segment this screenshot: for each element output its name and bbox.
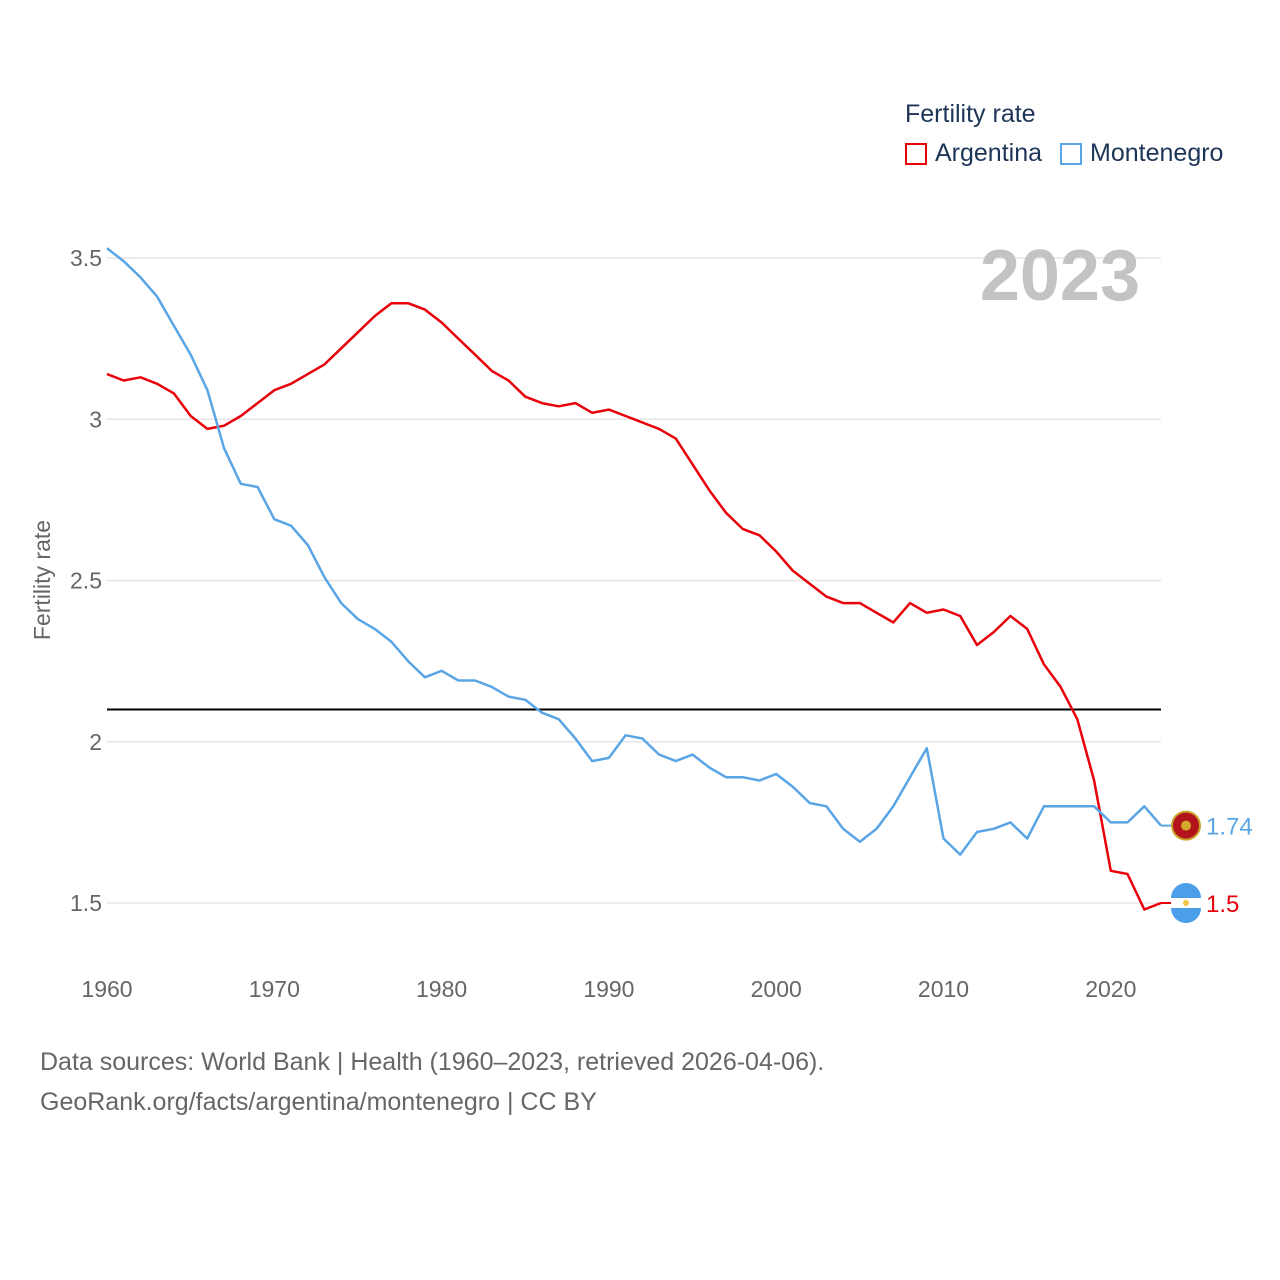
legend-swatch-montenegro [1060,142,1083,165]
x-tick-label: 2020 [1085,976,1136,1002]
x-tick-label: 1980 [416,976,467,1002]
flag-icon-montenegro [1171,810,1201,841]
legend-title: Fertility rate [905,100,1036,128]
x-tick-label: 2000 [751,976,802,1002]
y-tick-label: 1.5 [70,890,102,916]
y-axis-label: Fertility rate [29,520,55,640]
footer-link: GeoRank.org/facts/argentina/montenegro |… [40,1088,597,1116]
x-tick-label: 1970 [249,976,300,1002]
legend: Fertility rate Argentina Montenegro [905,100,1241,168]
x-tick-label: 2010 [918,976,969,1002]
footer-sources: Data sources: World Bank | Health (1960–… [40,1048,825,1076]
end-value-label-argentina: 1.5 [1206,891,1239,918]
series-line-argentina [106,301,1162,911]
legend-label-montenegro: Montenegro [1090,139,1224,167]
legend-item-montenegro[interactable]: Montenegro [1060,139,1223,168]
y-tick-label: 2.5 [70,568,102,594]
legend-swatch-argentina [905,142,927,165]
x-tick-label: 1990 [583,976,634,1002]
y-tick-label: 3.5 [70,245,102,271]
legend-label-argentina: Argentina [935,139,1043,167]
x-tick-label: 1960 [81,976,132,1002]
flag-icon-argentina [1171,883,1201,923]
legend-item-argentina[interactable]: Argentina [905,139,1042,168]
y-tick-label: 2 [89,729,102,755]
end-value-label-montenegro: 1.74 [1206,814,1253,841]
series-line-montenegro [106,247,1162,856]
footer: Data sources: World Bank | Health (1960–… [40,1042,824,1122]
y-tick-label: 3 [89,406,102,432]
year-watermark: 2023 [980,236,1140,316]
